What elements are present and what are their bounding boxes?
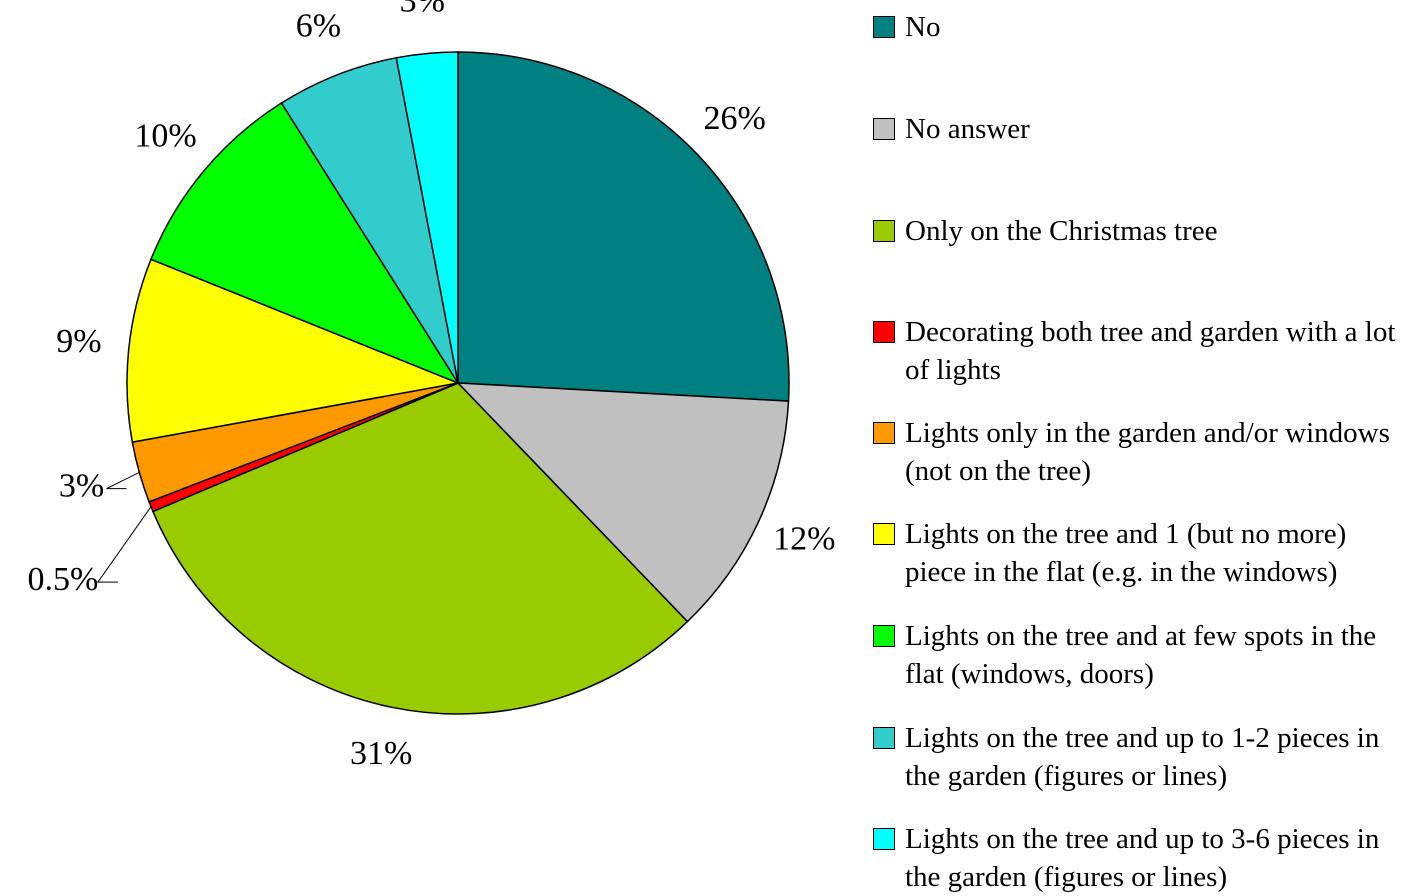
data-label: 12% xyxy=(773,521,835,558)
data-label: 31% xyxy=(350,735,412,772)
legend-swatch xyxy=(873,523,895,545)
legend-label: Lights on the tree and 1 (but no more) p… xyxy=(905,518,1347,588)
legend-swatch xyxy=(873,321,895,343)
legend-item: Lights on the tree and at few spots in t… xyxy=(873,617,1403,693)
pie-slice xyxy=(280,56,459,384)
legend-swatch xyxy=(873,625,895,647)
legend-label: Lights on the tree and up to 3-6 pieces … xyxy=(905,823,1380,893)
legend-swatch xyxy=(873,118,895,140)
legend-label: No answer xyxy=(905,113,1030,145)
legend-item: Lights on the tree and up to 3-6 pieces … xyxy=(873,820,1403,896)
legend-swatch xyxy=(873,16,895,38)
pie-slice xyxy=(457,51,790,402)
legend-label: Lights on the tree and up to 1-2 pieces … xyxy=(905,722,1380,792)
legend-item: Only on the Christmas tree xyxy=(873,212,1403,250)
pie-slice xyxy=(149,101,460,385)
data-label: 10% xyxy=(134,118,196,155)
pie-slice xyxy=(126,258,461,444)
legend-swatch xyxy=(873,727,895,749)
legend-label: Decorating both tree and garden with a l… xyxy=(905,316,1396,386)
legend-swatch xyxy=(873,422,895,444)
data-label: 3% xyxy=(400,0,445,19)
legend-swatch xyxy=(873,828,895,850)
pie-slice xyxy=(151,382,689,715)
legend-item: No xyxy=(873,8,1403,46)
legend-item: No answer xyxy=(873,110,1403,148)
legend-swatch xyxy=(873,220,895,242)
data-label: 0.5% xyxy=(27,561,98,598)
legend-item: Lights on the tree and up to 1-2 pieces … xyxy=(873,719,1403,795)
legend-label: Only on the Christmas tree xyxy=(905,215,1218,247)
leader-line xyxy=(106,471,140,490)
leader-line xyxy=(96,506,152,583)
pie-slice xyxy=(456,382,790,623)
data-label: 6% xyxy=(296,7,341,44)
legend-label: Lights only in the garden and/or windows… xyxy=(905,417,1390,487)
legend-item: Decorating both tree and garden with a l… xyxy=(873,313,1403,389)
pie-slice xyxy=(395,51,459,384)
legend-item: Lights only in the garden and/or windows… xyxy=(873,414,1403,490)
legend-item: Lights on the tree and 1 (but no more) p… xyxy=(873,515,1403,591)
data-label: 9% xyxy=(56,323,101,360)
data-label: 26% xyxy=(704,100,766,137)
legend-label: Lights on the tree and at few spots in t… xyxy=(905,620,1377,690)
data-label: 3% xyxy=(59,467,104,504)
legend-label: No xyxy=(905,11,941,43)
